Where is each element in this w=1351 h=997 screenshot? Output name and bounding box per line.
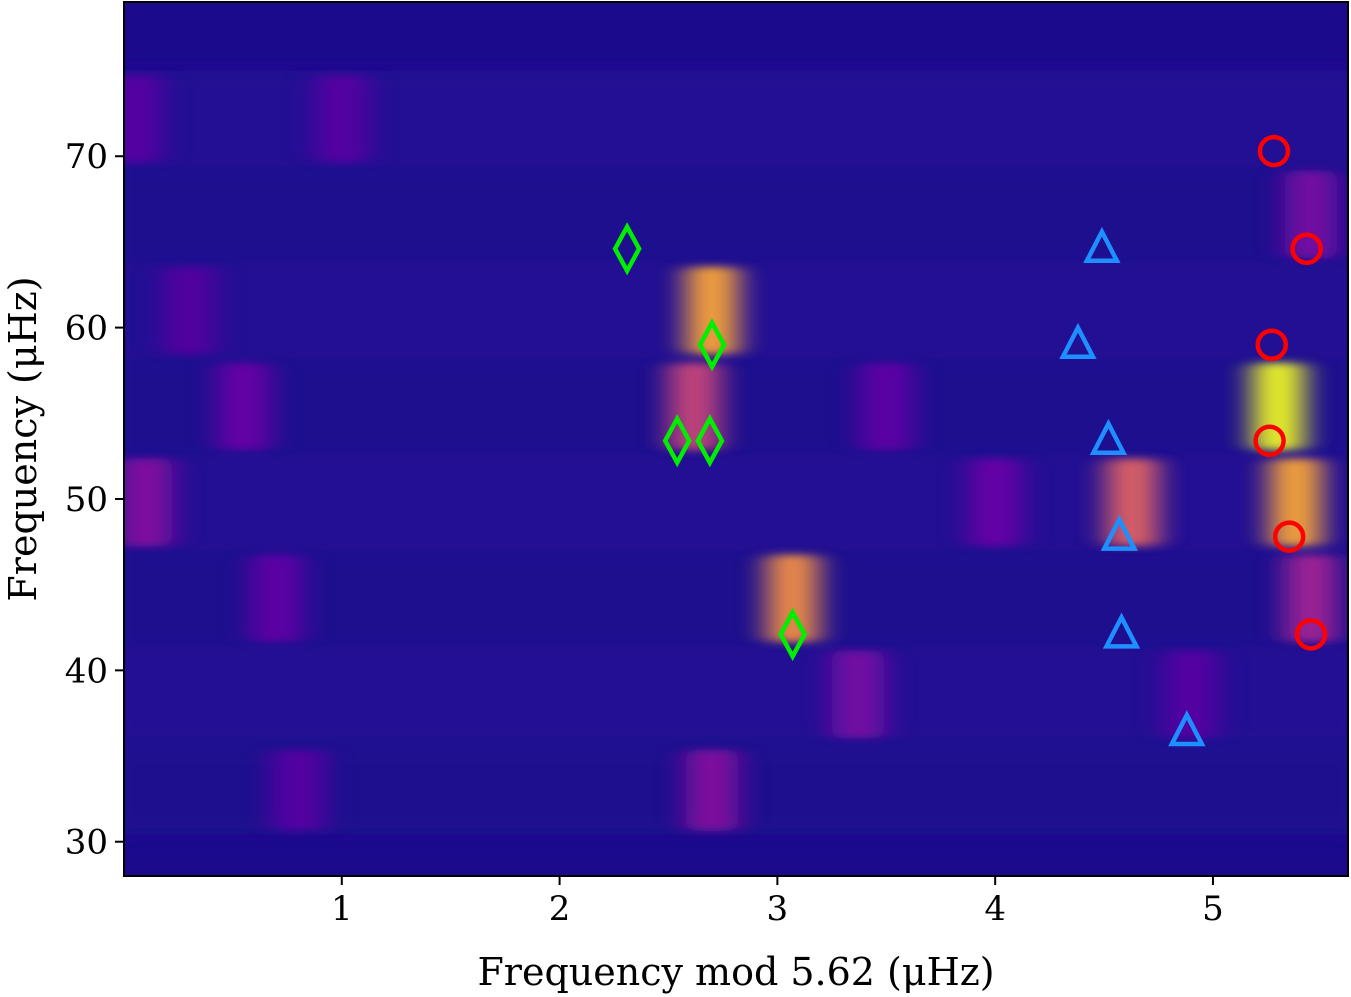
plot-area xyxy=(124,2,1348,876)
heatmap-hotspot xyxy=(766,554,819,643)
series-diamond xyxy=(612,222,808,662)
heatmap-hotspot xyxy=(668,362,721,451)
series-circle xyxy=(1253,134,1328,651)
y-axis-ticks: 30 40 50 60 70 xyxy=(65,137,124,863)
circle-marker xyxy=(1294,618,1328,651)
diamond-marker xyxy=(662,414,692,468)
series-triangle xyxy=(1059,226,1206,747)
heatmap-hotspot xyxy=(250,554,303,643)
heatmap-row-band xyxy=(124,358,1348,455)
x-axis-label: Frequency mod 5.62 (μHz) xyxy=(477,950,994,994)
heatmap-hotspot xyxy=(163,266,216,355)
triangle-marker xyxy=(1168,710,1206,747)
heatmap-row-band xyxy=(124,166,1348,263)
heatmap-hotspot xyxy=(1284,554,1337,643)
circle-marker xyxy=(1253,424,1286,457)
x-axis-ticks: 1 2 3 4 5 xyxy=(331,876,1224,929)
heatmap-hotspot xyxy=(315,74,368,163)
y-tick-label: 70 xyxy=(65,137,108,177)
x-tick-label: 4 xyxy=(984,889,1006,929)
heatmap-hotspot xyxy=(969,458,1022,547)
diamond-marker xyxy=(695,414,725,468)
circle-marker xyxy=(1257,134,1291,168)
circle-marker xyxy=(1255,328,1289,361)
heatmap-hotspot xyxy=(1165,650,1218,739)
heatmap-hotspot xyxy=(124,458,172,547)
heatmap-hotspot xyxy=(217,362,270,451)
heatmap-hotspot xyxy=(686,266,739,355)
heatmap-row-band xyxy=(124,70,1348,167)
diamond-marker xyxy=(697,318,727,372)
marker-series xyxy=(612,134,1328,747)
heatmap-row-band xyxy=(124,550,1348,647)
y-tick-label: 40 xyxy=(65,651,108,691)
x-tick-label: 5 xyxy=(1202,889,1224,929)
heatmap-row-band xyxy=(124,646,1348,743)
y-tick-label: 60 xyxy=(65,309,108,349)
heatmap-hotspot xyxy=(831,650,884,739)
diamond-marker xyxy=(778,607,808,662)
x-tick-label: 3 xyxy=(767,889,789,929)
triangle-marker xyxy=(1100,514,1139,551)
triangle-marker xyxy=(1083,226,1121,264)
heatmap-row-band xyxy=(124,454,1348,551)
y-tick-label: 30 xyxy=(65,823,108,863)
heatmap-hotspot xyxy=(686,749,739,831)
triangle-marker xyxy=(1102,612,1141,649)
y-tick-label: 50 xyxy=(65,480,108,520)
heatmap-hotspots xyxy=(124,74,1337,831)
circle-marker xyxy=(1290,232,1323,266)
circle-marker xyxy=(1272,520,1306,553)
plot-frame xyxy=(123,1,1349,877)
heatmap-hotspot xyxy=(1252,362,1305,451)
y-axis-label: Frequency (μHz) xyxy=(1,276,45,601)
heatmap-hotspot xyxy=(124,74,161,163)
x-tick-label: 2 xyxy=(549,889,571,929)
x-tick-label: 1 xyxy=(331,889,353,929)
heatmap-bands xyxy=(124,70,1348,835)
triangle-marker xyxy=(1089,418,1128,455)
heatmap-hotspot xyxy=(860,362,913,451)
heatmap-hotspot xyxy=(272,749,325,831)
diamond-marker xyxy=(612,222,642,276)
triangle-marker xyxy=(1059,322,1097,359)
